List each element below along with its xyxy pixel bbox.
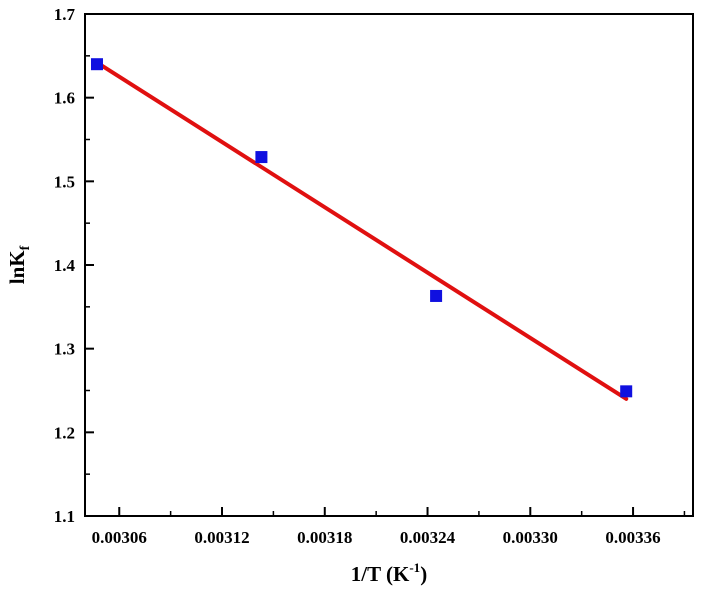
x-tick-label: 0.00336 [605, 528, 660, 547]
x-tick-label: 0.00330 [503, 528, 558, 547]
y-tick-label: 1.1 [54, 507, 75, 526]
x-tick-label: 0.00324 [400, 528, 456, 547]
fit-line [94, 60, 629, 401]
y-axis-title: lnKf [5, 245, 33, 284]
plot-marks [90, 58, 633, 401]
plot-frame [84, 13, 694, 517]
data-point [430, 289, 443, 302]
data-point [620, 385, 633, 398]
y-tick-label: 1.2 [54, 423, 75, 442]
data-point [90, 58, 103, 71]
y-tick-label: 1.7 [54, 5, 76, 24]
x-tick-label: 0.00306 [92, 528, 147, 547]
x-axis-title-suffix: ) [420, 562, 427, 586]
y-tick-label: 1.5 [54, 172, 75, 191]
x-tick-label: 0.00312 [194, 528, 249, 547]
y-tick-label: 1.3 [54, 340, 75, 359]
x-axis-title: 1/T (K-1) [351, 560, 427, 586]
y-axis-title-subscript: f [18, 245, 33, 250]
y-tick-label: 1.4 [54, 256, 76, 275]
x-axis-ticks: 0.00306 0.00312 0.00318 0.00324 0.00330 0.003… [92, 507, 686, 547]
y-axis-ticks: 1.1 1.2 1.3 1.4 1.5 1.6 1.7 [54, 5, 94, 526]
y-tick-label: 1.6 [54, 89, 75, 108]
x-tick-label: 0.00318 [297, 528, 352, 547]
data-point [255, 151, 268, 164]
x-axis-title-superscript: -1 [409, 560, 420, 575]
